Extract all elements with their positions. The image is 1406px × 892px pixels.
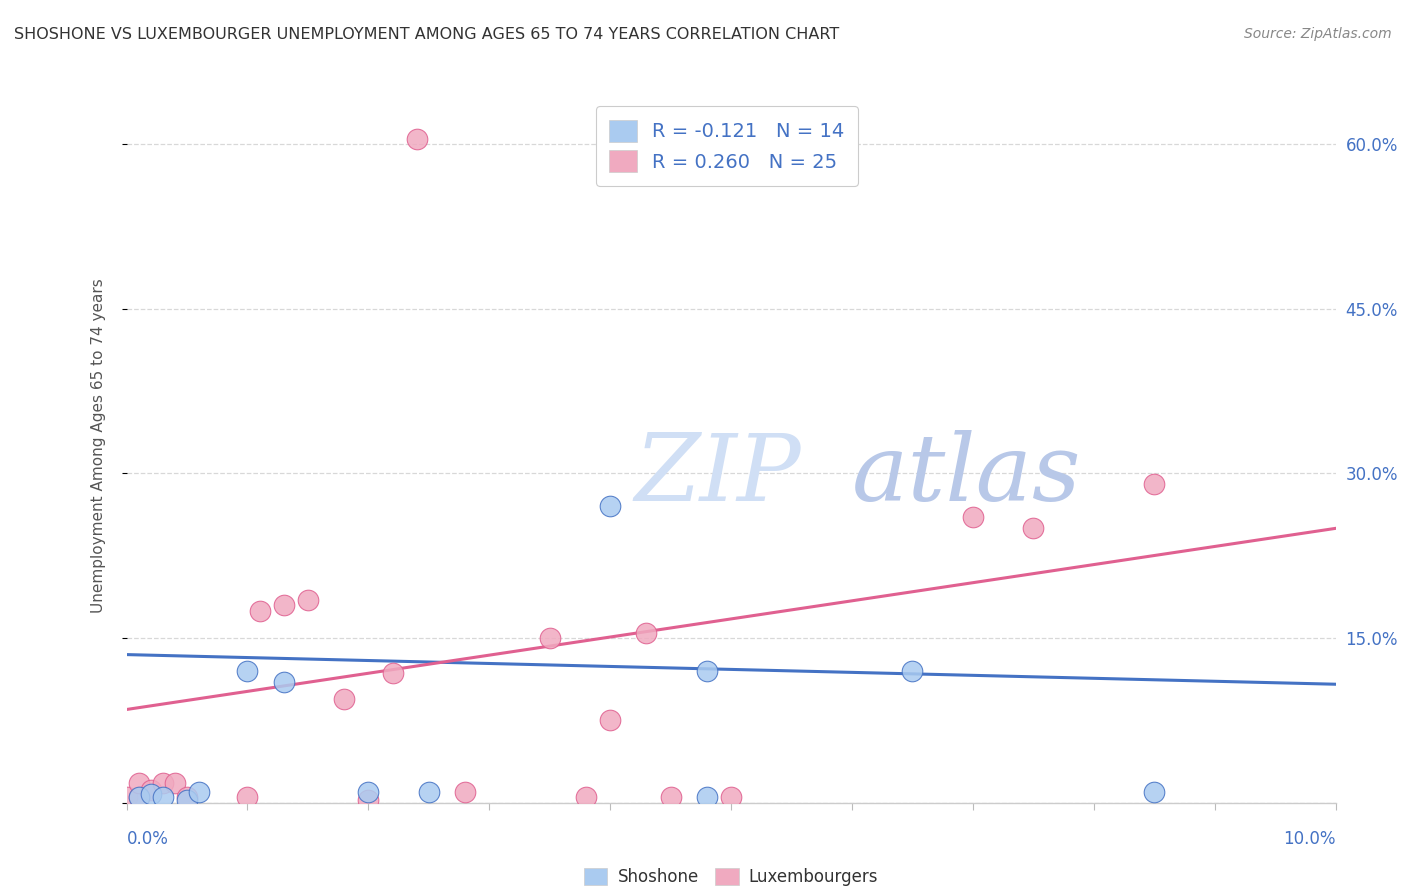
Legend: Shoshone, Luxembourgers: Shoshone, Luxembourgers: [575, 860, 887, 892]
Text: Source: ZipAtlas.com: Source: ZipAtlas.com: [1244, 27, 1392, 41]
Point: [599, 500, 621, 514]
Point: [152, 790, 174, 805]
Text: 10.0%: 10.0%: [1284, 830, 1336, 847]
Point: [1143, 477, 1166, 491]
Point: [405, 131, 427, 145]
Point: [1022, 521, 1045, 535]
Y-axis label: Unemployment Among Ages 65 to 74 years: Unemployment Among Ages 65 to 74 years: [91, 278, 105, 614]
Point: [273, 675, 295, 690]
Point: [249, 604, 271, 618]
Point: [163, 776, 186, 790]
Point: [901, 664, 924, 678]
Point: [357, 792, 380, 806]
Point: [696, 664, 718, 678]
Point: [188, 785, 211, 799]
Point: [962, 510, 984, 524]
Point: [538, 631, 561, 645]
Point: [454, 785, 477, 799]
Point: [575, 790, 598, 805]
Point: [128, 790, 150, 805]
Point: [357, 785, 380, 799]
Text: SHOSHONE VS LUXEMBOURGER UNEMPLOYMENT AMONG AGES 65 TO 74 YEARS CORRELATION CHAR: SHOSHONE VS LUXEMBOURGER UNEMPLOYMENT AM…: [14, 27, 839, 42]
Point: [152, 776, 174, 790]
Text: ZIP: ZIP: [634, 430, 801, 519]
Point: [128, 776, 150, 790]
Point: [297, 592, 319, 607]
Point: [176, 790, 198, 805]
Point: [236, 664, 259, 678]
Point: [599, 714, 621, 728]
Point: [333, 691, 356, 706]
Text: 0.0%: 0.0%: [127, 830, 169, 847]
Point: [418, 785, 440, 799]
Point: [176, 792, 198, 806]
Point: [236, 790, 259, 805]
Point: [720, 790, 742, 805]
Point: [659, 790, 682, 805]
Point: [696, 790, 718, 805]
Point: [139, 787, 162, 801]
Point: [1143, 785, 1166, 799]
Point: [636, 625, 658, 640]
Point: [273, 598, 295, 612]
Point: [139, 782, 162, 797]
Point: [115, 790, 138, 805]
Point: [128, 790, 150, 805]
Point: [381, 666, 404, 681]
Text: atlas: atlas: [852, 430, 1081, 519]
